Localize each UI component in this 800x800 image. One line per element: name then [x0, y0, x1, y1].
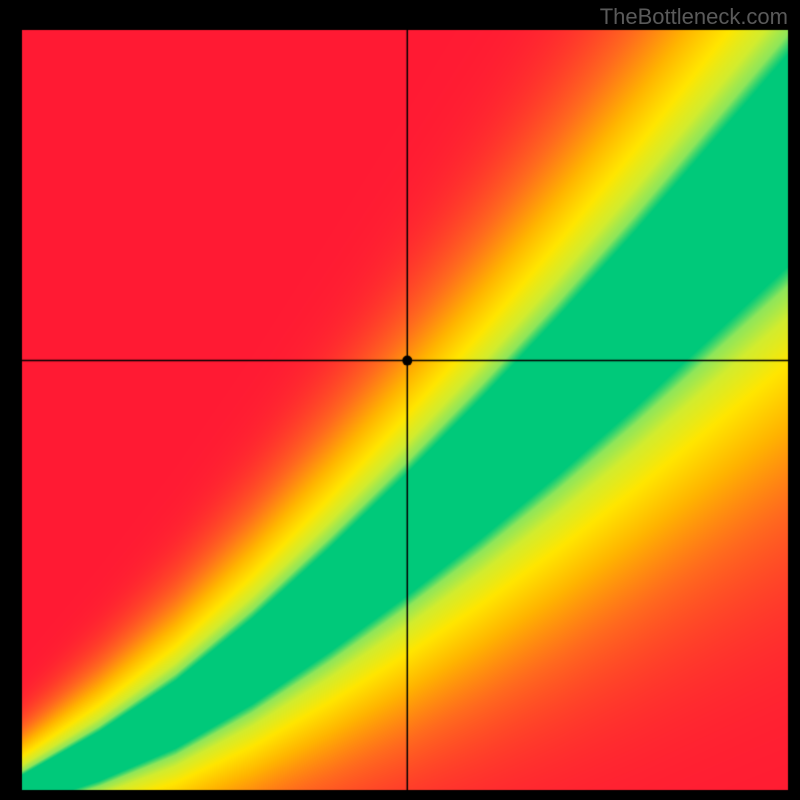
heatmap-canvas — [0, 0, 800, 800]
chart-container: TheBottleneck.com — [0, 0, 800, 800]
watermark-text: TheBottleneck.com — [600, 4, 788, 30]
